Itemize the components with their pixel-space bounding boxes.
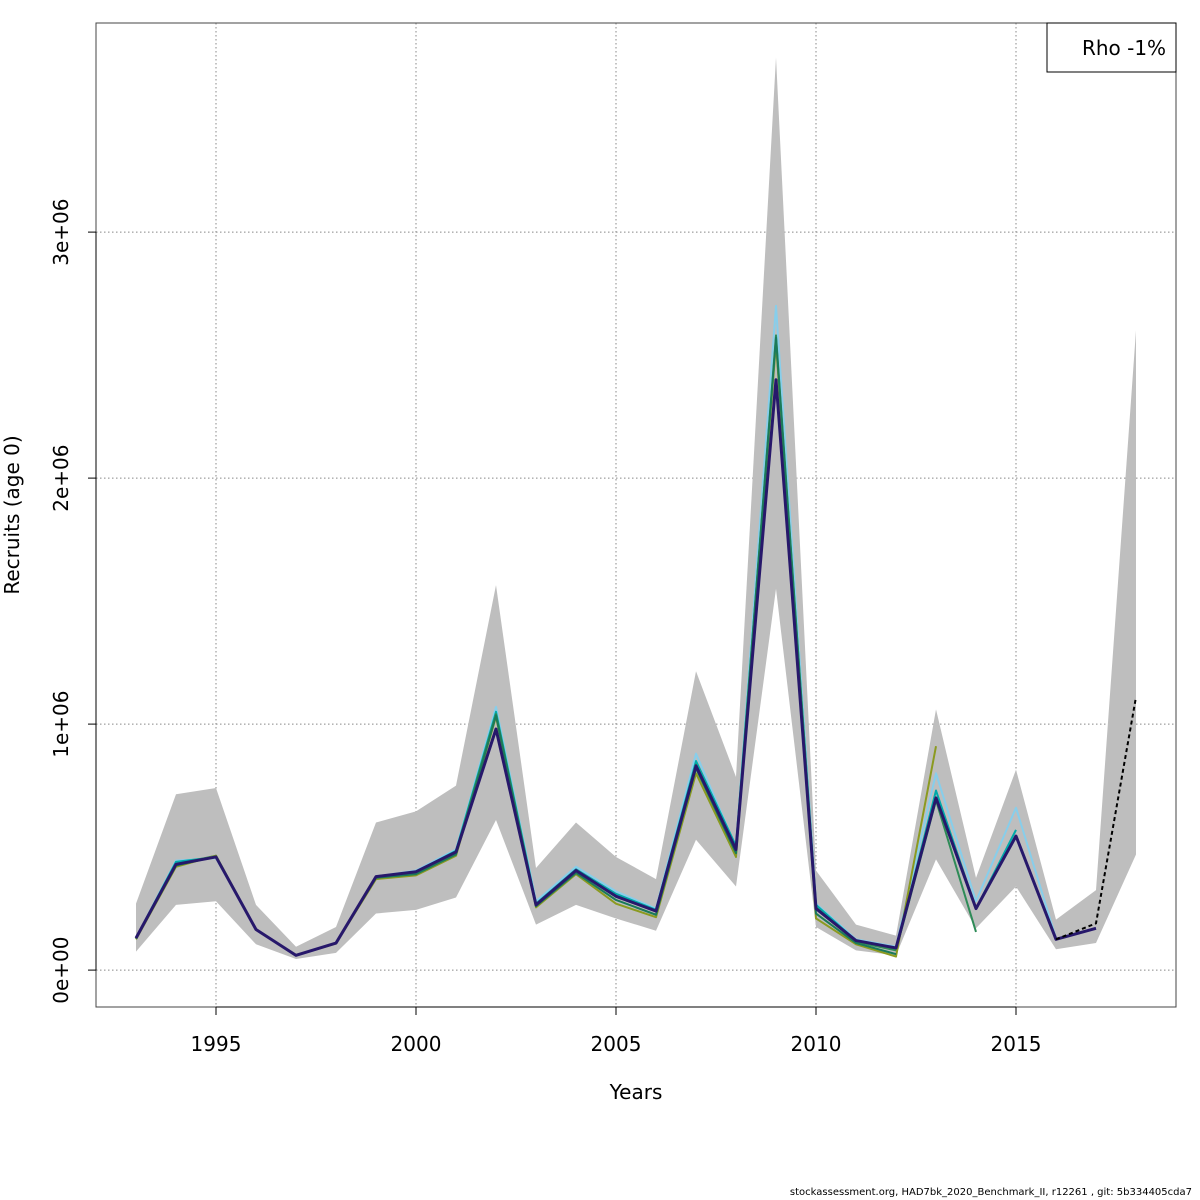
x-axis-title: Years xyxy=(609,1080,663,1104)
legend: Rho -1% xyxy=(1046,22,1177,73)
y-axis: 0e+00 1e+06 2e+06 3e+06 xyxy=(49,198,97,1004)
series-lines xyxy=(134,304,1137,958)
x-axis: 1995 2000 2005 2010 2015 xyxy=(191,1006,1042,1056)
footer-credit: stockassessment.org, HAD7bk_2020_Benchma… xyxy=(789,1187,1192,1198)
y-tick-label: 0e+00 xyxy=(49,936,73,1003)
series-line-7 xyxy=(1055,696,1137,941)
y-tick-label: 1e+06 xyxy=(49,690,73,757)
x-tick-label: 2000 xyxy=(391,1032,442,1056)
y-tick-label: 2e+06 xyxy=(49,444,73,511)
x-tick-label: 2010 xyxy=(791,1032,842,1056)
legend-text: Rho -1% xyxy=(1082,36,1166,60)
grid-lines xyxy=(96,23,1176,1007)
x-tick-label: 2015 xyxy=(991,1032,1042,1056)
x-tick-label: 1995 xyxy=(191,1032,242,1056)
series-line-6 xyxy=(134,378,1097,957)
confidence-band-area xyxy=(136,57,1136,960)
y-axis-title: Recruits (age 0) xyxy=(0,435,24,594)
confidence-band xyxy=(136,57,1136,960)
legend-box xyxy=(1046,22,1177,73)
x-tick-label: 2005 xyxy=(591,1032,642,1056)
y-tick-label: 3e+06 xyxy=(49,198,73,265)
